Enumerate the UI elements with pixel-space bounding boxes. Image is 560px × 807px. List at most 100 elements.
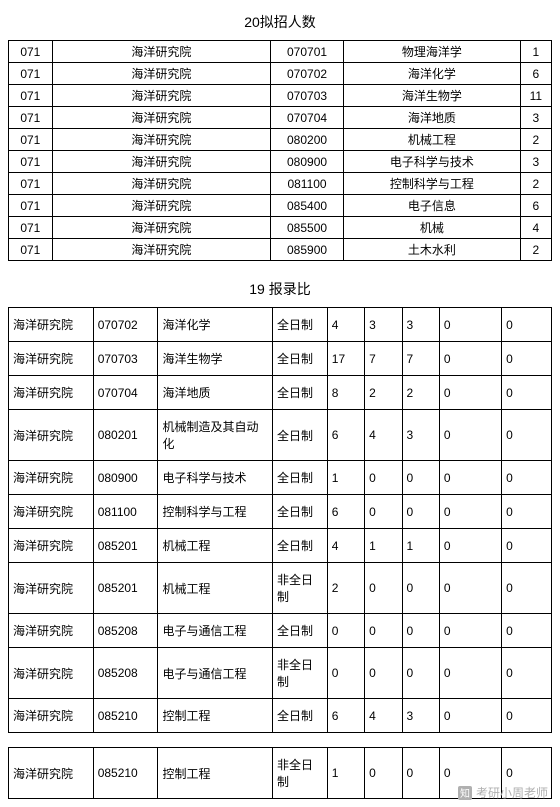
cell: 海洋生物学 <box>343 85 520 107</box>
cell: 0 <box>502 614 552 648</box>
cell: 海洋研究院 <box>9 461 94 495</box>
cell: 全日制 <box>273 614 328 648</box>
table-row: 海洋研究院081100控制科学与工程全日制60000 <box>9 495 552 529</box>
cell: 海洋研究院 <box>52 129 270 151</box>
cell: 电子科学与技术 <box>343 151 520 173</box>
cell: 080900 <box>93 461 158 495</box>
cell: 0 <box>365 461 402 495</box>
cell: 071 <box>9 63 53 85</box>
cell: 海洋研究院 <box>52 151 270 173</box>
cell: 1 <box>365 529 402 563</box>
cell: 11 <box>520 85 551 107</box>
cell: 071 <box>9 195 53 217</box>
cell: 海洋研究院 <box>52 239 270 261</box>
cell: 2 <box>520 173 551 195</box>
cell: 081100 <box>93 495 158 529</box>
cell: 7 <box>365 342 402 376</box>
cell: 0 <box>502 342 552 376</box>
table-row: 海洋研究院085208电子与通信工程全日制00000 <box>9 614 552 648</box>
watermark: 知 考研小周老师 <box>458 784 548 801</box>
table-row: 海洋研究院080900电子科学与技术全日制10000 <box>9 461 552 495</box>
cell: 1 <box>327 461 364 495</box>
cell: 海洋研究院 <box>9 376 94 410</box>
cell: 7 <box>402 342 439 376</box>
cell: 080200 <box>271 129 344 151</box>
cell: 电子与通信工程 <box>158 614 273 648</box>
cell: 海洋研究院 <box>9 495 94 529</box>
cell: 机械制造及其自动化 <box>158 410 273 461</box>
cell: 3 <box>402 410 439 461</box>
cell: 071 <box>9 85 53 107</box>
cell: 全日制 <box>273 308 328 342</box>
cell: 085500 <box>271 217 344 239</box>
cell: 0 <box>402 748 439 799</box>
cell: 071 <box>9 107 53 129</box>
cell: 2 <box>365 376 402 410</box>
cell: 控制科学与工程 <box>158 495 273 529</box>
cell: 0 <box>502 376 552 410</box>
table-row: 海洋研究院085210控制工程全日制64300 <box>9 699 552 733</box>
cell: 海洋研究院 <box>52 195 270 217</box>
cell: 机械工程 <box>158 529 273 563</box>
cell: 4 <box>327 308 364 342</box>
cell: 085208 <box>93 614 158 648</box>
cell: 全日制 <box>273 410 328 461</box>
cell: 2 <box>402 376 439 410</box>
table-row: 海洋研究院070703海洋生物学全日制177700 <box>9 342 552 376</box>
cell: 0 <box>439 342 501 376</box>
cell: 17 <box>327 342 364 376</box>
cell: 0 <box>365 495 402 529</box>
cell: 0 <box>439 376 501 410</box>
table-row: 071海洋研究院070703海洋生物学11 <box>9 85 552 107</box>
table-row: 071海洋研究院070702海洋化学6 <box>9 63 552 85</box>
cell: 0 <box>402 614 439 648</box>
table1-title: 20拟招人数 <box>8 12 552 32</box>
cell: 0 <box>402 648 439 699</box>
cell: 0 <box>439 495 501 529</box>
cell: 海洋研究院 <box>52 217 270 239</box>
cell: 土木水利 <box>343 239 520 261</box>
cell: 085210 <box>93 748 158 799</box>
cell: 0 <box>439 529 501 563</box>
cell: 海洋研究院 <box>9 748 94 799</box>
cell: 机械工程 <box>343 129 520 151</box>
table-row: 071海洋研究院085400电子信息6 <box>9 195 552 217</box>
cell: 3 <box>520 107 551 129</box>
cell: 0 <box>439 563 501 614</box>
table-enrollment-plan: 071海洋研究院070701物理海洋学1071海洋研究院070702海洋化学60… <box>8 40 552 261</box>
cell: 0 <box>502 308 552 342</box>
cell: 电子与通信工程 <box>158 648 273 699</box>
cell: 电子科学与技术 <box>158 461 273 495</box>
cell: 0 <box>502 529 552 563</box>
cell: 0 <box>365 748 402 799</box>
cell: 海洋化学 <box>343 63 520 85</box>
cell: 海洋研究院 <box>9 563 94 614</box>
table-row: 海洋研究院080201机械制造及其自动化全日制64300 <box>9 410 552 461</box>
cell: 6 <box>520 195 551 217</box>
cell: 2 <box>327 563 364 614</box>
cell: 控制工程 <box>158 699 273 733</box>
cell: 电子信息 <box>343 195 520 217</box>
cell: 0 <box>402 461 439 495</box>
cell: 非全日制 <box>273 748 328 799</box>
cell: 海洋地质 <box>158 376 273 410</box>
cell: 海洋研究院 <box>9 699 94 733</box>
cell: 2 <box>520 129 551 151</box>
cell: 1 <box>402 529 439 563</box>
cell: 非全日制 <box>273 648 328 699</box>
cell: 全日制 <box>273 376 328 410</box>
cell: 海洋研究院 <box>9 410 94 461</box>
table-row: 071海洋研究院080900电子科学与技术3 <box>9 151 552 173</box>
cell: 海洋研究院 <box>9 342 94 376</box>
cell: 070704 <box>93 376 158 410</box>
table2-title: 19 报录比 <box>8 279 552 299</box>
table-row: 海洋研究院070704海洋地质全日制82200 <box>9 376 552 410</box>
cell: 0 <box>502 495 552 529</box>
cell: 0 <box>402 495 439 529</box>
cell: 全日制 <box>273 699 328 733</box>
cell: 085201 <box>93 563 158 614</box>
cell: 1 <box>520 41 551 63</box>
cell: 4 <box>327 529 364 563</box>
cell: 085900 <box>271 239 344 261</box>
cell: 非全日制 <box>273 563 328 614</box>
